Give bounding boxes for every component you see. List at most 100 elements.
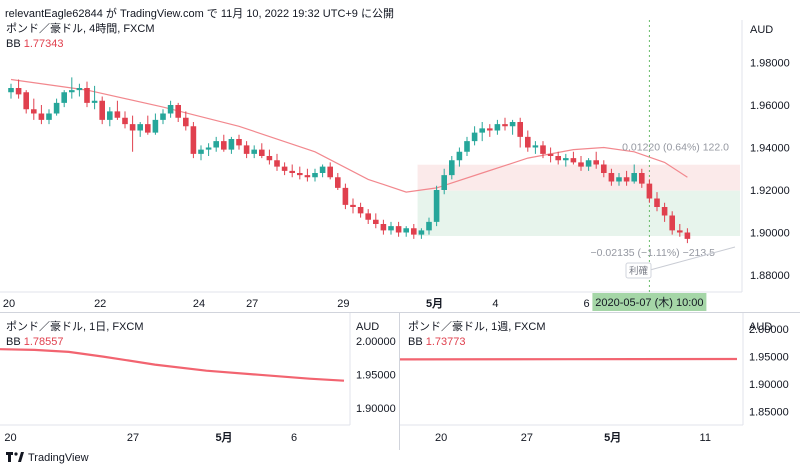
main-chart-title: ポンド／豪ドル, 4時間, FXCM <box>6 23 155 35</box>
candle-body <box>669 215 675 231</box>
candle-body <box>623 177 630 182</box>
candle-body <box>441 175 447 190</box>
main-chart-panel[interactable]: 0.01220 (0.64%) 122.0 −0.02135 (−1.11%) −… <box>0 20 800 312</box>
candle-body <box>183 117 189 127</box>
candle-body <box>418 230 425 235</box>
candle-body <box>221 141 227 150</box>
candle-body <box>8 88 14 93</box>
candle-body <box>274 160 280 167</box>
candle-body <box>684 232 691 239</box>
candle-body <box>479 128 485 133</box>
price-tick-label: 1.96000 <box>750 100 790 112</box>
footer-brand[interactable]: TradingView <box>6 452 89 464</box>
candle-body <box>251 149 257 154</box>
weekly-bb-row: BB 1.73773 <box>408 335 546 350</box>
weekly-bb-label: BB <box>408 336 423 348</box>
stop-loss-label: 0.01220 (0.64%) 122.0 <box>622 142 729 154</box>
candle-body <box>585 160 592 167</box>
candle-body <box>555 156 561 161</box>
time-tick-label: 20 <box>4 432 16 444</box>
crosshair-date-label: 2020-05-07 (木) 10:00 <box>595 296 703 309</box>
candle-body <box>137 124 143 131</box>
candle-body <box>327 166 333 178</box>
time-tick-label: 22 <box>94 298 106 310</box>
weekly-chart-panel[interactable]: AUD 2.00000 1.95000 1.90000 1.85000 20 27 5月 11 … <box>400 313 800 450</box>
price-tick-label: 1.90000 <box>750 228 790 240</box>
take-profit-label: −0.02135 (−1.11%) −213.5 <box>591 247 716 259</box>
candle-body <box>160 113 166 120</box>
time-tick-label: 6 <box>291 432 297 444</box>
candle-body <box>69 90 75 93</box>
price-axis-currency: AUD <box>356 321 379 333</box>
publish-header: relevantEagle62844 が TradingView.com で 1… <box>5 8 394 20</box>
candle-body <box>236 139 242 146</box>
note-label: 利確 <box>629 265 649 277</box>
candle-body <box>532 145 539 148</box>
time-tick-label: 20 <box>435 432 447 444</box>
candle-body <box>190 126 197 154</box>
candle-body <box>228 139 235 150</box>
candle-body <box>107 111 113 120</box>
footer-brand-text: TradingView <box>28 452 89 464</box>
candle-body <box>525 136 531 148</box>
candle-body <box>342 187 349 205</box>
candle-body <box>616 177 622 182</box>
candle-body <box>639 173 645 184</box>
time-tick-label: 4 <box>492 298 498 310</box>
candle-body <box>23 92 29 110</box>
candle-body <box>31 109 37 114</box>
candle-body <box>145 124 151 133</box>
candle-body <box>426 221 432 231</box>
candle-body <box>99 100 105 120</box>
candle-body <box>175 105 181 118</box>
candle-body <box>266 156 273 161</box>
price-axis-currency: AUD <box>749 321 772 333</box>
candle-body <box>297 173 303 176</box>
candle-body <box>91 100 98 103</box>
candle-body <box>129 124 136 131</box>
time-tick-label: 5月 <box>426 297 443 310</box>
candle-body <box>570 158 577 163</box>
candle-body <box>198 149 204 154</box>
candle-body <box>502 124 508 127</box>
price-tick-label: 2.00000 <box>749 324 789 336</box>
main-bb-row: BB 1.77343 <box>6 37 155 52</box>
time-tick-label: 24 <box>193 298 205 310</box>
candle-body <box>46 113 52 120</box>
candle-body <box>411 228 417 235</box>
candle-body <box>601 164 607 173</box>
main-bb-label: BB <box>6 38 21 50</box>
bb-line <box>0 348 345 382</box>
candle-body <box>38 113 45 120</box>
candle-body <box>540 145 546 154</box>
candle-body <box>312 173 318 178</box>
candle-body <box>563 158 569 161</box>
daily-chart-legend: ポンド／豪ドル, 1日, FXCM BB 1.78557 <box>6 320 144 350</box>
time-tick-label: 6 <box>584 298 590 310</box>
candle-body <box>654 198 660 207</box>
candle-body <box>517 122 523 137</box>
weekly-chart-legend: ポンド／豪ドル, 1週, FXCM BB 1.73773 <box>408 320 546 350</box>
candle-body <box>487 128 493 131</box>
time-tick-label: 5月 <box>604 431 621 444</box>
time-tick-label: 29 <box>337 298 349 310</box>
price-tick-label: 1.92000 <box>750 185 790 197</box>
candle-body <box>593 160 599 165</box>
time-tick-label: 27 <box>521 432 533 444</box>
price-tick-label: 2.00000 <box>356 336 396 348</box>
candle-body <box>388 226 394 231</box>
candle-body <box>335 177 341 188</box>
candle-body <box>509 122 516 127</box>
daily-chart-svg[interactable]: AUD 2.00000 1.95000 1.90000 20 27 5月 6 <box>0 313 399 450</box>
candle-body <box>152 119 159 133</box>
candle-body <box>456 151 463 161</box>
candle-body <box>631 173 637 182</box>
candle-body <box>122 117 128 125</box>
candle-body <box>319 166 326 173</box>
daily-chart-panel[interactable]: AUD 2.00000 1.95000 1.90000 20 27 5月 6 ポンド／豪ドル,… <box>0 313 399 450</box>
main-chart-svg[interactable]: 0.01220 (0.64%) 122.0 −0.02135 (−1.11%) −… <box>0 20 800 312</box>
candle-body <box>494 124 501 131</box>
candle-body <box>76 88 83 91</box>
candle-body <box>433 190 440 222</box>
